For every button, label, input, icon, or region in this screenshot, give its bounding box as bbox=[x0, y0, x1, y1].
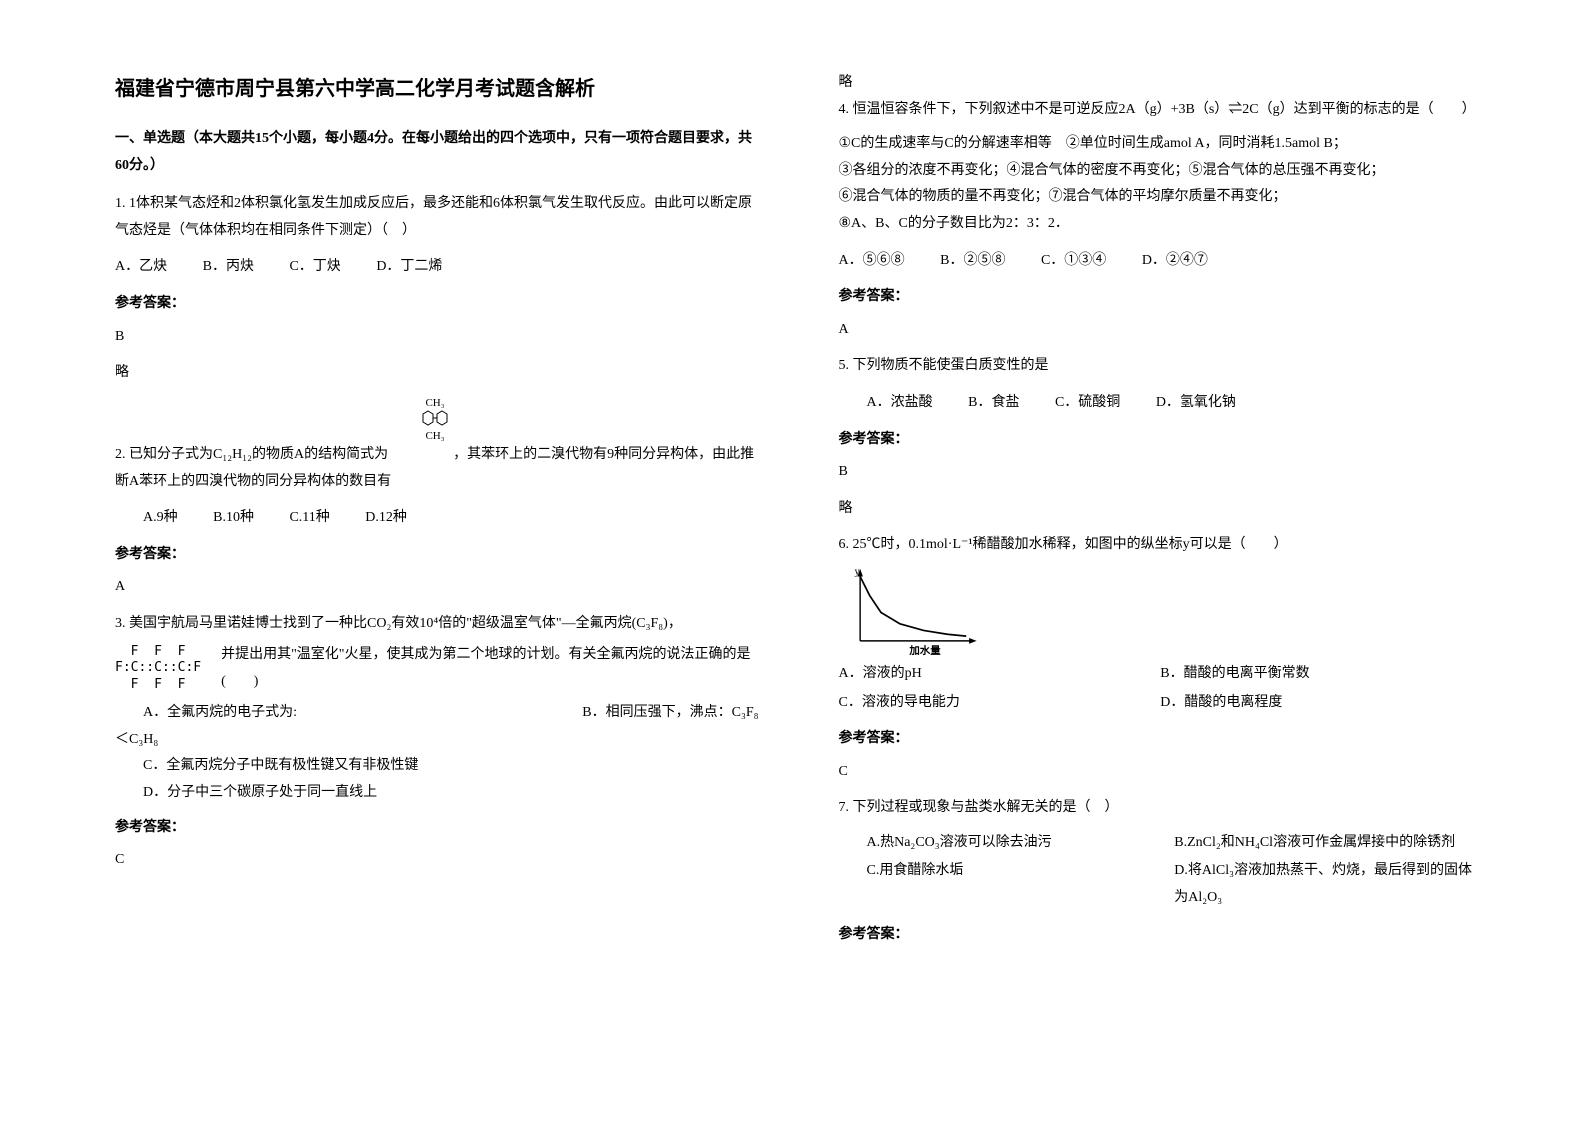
q3-opt-c: C．全氟丙烷分子中既有极性键又有非极性键 bbox=[115, 753, 759, 780]
q3-stem-b: 并提出用其"温室化"火星，使其成为第二个地球的计划。有关全氟丙烷的说法正确的是(… bbox=[221, 642, 758, 695]
q1-opt-a: A．乙炔 bbox=[115, 254, 167, 281]
q5-options: A．浓盐酸 B．食盐 C．硫酸铜 D．氢氧化钠 bbox=[839, 390, 1483, 417]
q4-opt-d: D．②④⑦ bbox=[1142, 248, 1208, 275]
q6-opt-c: C．溶液的导电能力 bbox=[839, 690, 1161, 717]
benzene-rings-icon bbox=[421, 409, 449, 427]
q3-opt-d: D．分子中三个碳原子处于同一直线上 bbox=[115, 780, 759, 807]
chart-ylabel: y bbox=[854, 567, 860, 578]
q6-options: A．溶液的pH B．醋酸的电离平衡常数 C．溶液的导电能力 D．醋酸的电离程度 bbox=[839, 661, 1483, 718]
lewis-bot: F F F bbox=[115, 677, 185, 692]
q6-opt-a: A．溶液的pH bbox=[839, 661, 1161, 688]
q2-options: A.9种 B.10种 C.11种 D.12种 bbox=[115, 505, 759, 532]
q1-ans: B bbox=[115, 324, 759, 351]
q5-brief: 略 bbox=[839, 496, 1483, 523]
q5-ans: B bbox=[839, 459, 1483, 486]
q7-opt-d: D.将AlCl₃溶液加热蒸干、灼烧，最后得到的固体为Al₂O₃ bbox=[1174, 858, 1482, 911]
q1-opt-b: B．丙炔 bbox=[203, 254, 254, 281]
q5-ans-label: 参考答案： bbox=[839, 427, 1483, 454]
benzene-structure: CH₃ CH₃ bbox=[421, 397, 449, 442]
q4-opt-a: A．⑤⑥⑧ bbox=[839, 248, 905, 275]
q2-opt-a: A.9种 bbox=[143, 505, 178, 532]
q6-stem: 6. 25℃时，0.1mol·L⁻¹稀醋酸加水稀释，如图中的纵坐标y可以是（ ） bbox=[839, 532, 1483, 559]
ch3-bot: CH₃ bbox=[421, 430, 449, 442]
section-header: 一、单选题（本大题共15个小题，每小题4分。在每小题给出的四个选项中，只有一项符… bbox=[115, 126, 759, 179]
q2-ans-label: 参考答案： bbox=[115, 542, 759, 569]
lewis-structure: F F F F:C::C::C:F F F F bbox=[115, 644, 201, 695]
q5-opt-d: D．氢氧化钠 bbox=[1156, 390, 1236, 417]
q1-options: A．乙炔 B．丙炔 C．丁炔 D．丁二烯 bbox=[115, 254, 759, 281]
ch3-top: CH₃ bbox=[421, 397, 449, 409]
q7-ans-label: 参考答案： bbox=[839, 922, 1483, 949]
q2: CH₃ CH₃ 2. 已知分子式为C₁₂H₁₂的物质A的结构简式为 ，其苯环上的… bbox=[115, 397, 759, 495]
q6-opt-d: D．醋酸的电离程度 bbox=[1160, 690, 1482, 717]
q3-opt-a: A．全氟丙烷的电子式为: bbox=[115, 700, 297, 727]
q2-ans: A bbox=[115, 574, 759, 601]
page-title: 福建省宁德市周宁县第六中学高二化学月考试题含解析 bbox=[115, 70, 759, 108]
q4-opt-b: B．②⑤⑧ bbox=[940, 248, 1005, 275]
q3-opt-b2: ＜C₃H₈ bbox=[115, 727, 759, 754]
q2-pre: 2. 已知分子式为C₁₂H₁₂的物质A的结构简式为 bbox=[115, 447, 388, 462]
q5-stem: 5. 下列物质不能使蛋白质变性的是 bbox=[839, 353, 1483, 380]
q4-l1: ①C的生成速率与C的分解速率相等 ②单位时间生成amol A，同时消耗1.5am… bbox=[839, 131, 1483, 158]
decay-chart: y 加水量 bbox=[849, 567, 984, 657]
q4-options: A．⑤⑥⑧ B．②⑤⑧ C．①③④ D．②④⑦ bbox=[839, 248, 1483, 275]
q1-stem: 1. 1体积某气态烃和2体积氯化氢发生加成反应后，最多还能和6体积氯气发生取代反… bbox=[115, 191, 759, 244]
q4-l2: ③各组分的浓度不再变化；④混合气体的密度不再变化；⑤混合气体的总压强不再变化； bbox=[839, 158, 1483, 185]
q4-ans: A bbox=[839, 317, 1483, 344]
q2-opt-b: B.10种 bbox=[213, 505, 254, 532]
q6-ans-label: 参考答案： bbox=[839, 726, 1483, 753]
q4-opt-c: C．①③④ bbox=[1041, 248, 1106, 275]
q3-ans: C bbox=[115, 847, 759, 874]
q5-opt-a: A．浓盐酸 bbox=[867, 390, 933, 417]
q2-opt-c: C.11种 bbox=[289, 505, 329, 532]
q3-ans-label: 参考答案： bbox=[115, 815, 759, 842]
q7-opt-c: C.用食醋除水垢 bbox=[867, 858, 1175, 911]
q1-opt-d: D．丁二烯 bbox=[376, 254, 442, 281]
q7-opt-b: B.ZnCl₂和NH₄Cl溶液可作金属焊接中的除锈剂 bbox=[1174, 830, 1482, 857]
q4-l3: ⑥混合气体的物质的量不再变化；⑦混合气体的平均摩尔质量不再变化； bbox=[839, 184, 1483, 211]
q4-stem: 4. 恒温恒容条件下，下列叙述中不是可逆反应2A（g）+3B（s）⇌2C（g）达… bbox=[839, 97, 1483, 124]
q7-opt-a: A.热Na₂CO₃溶液可以除去油污 bbox=[867, 830, 1175, 857]
q3-stem-a: 3. 美国宇航局马里诺娃博士找到了一种比CO₂有效10⁴倍的"超级温室气体"—全… bbox=[115, 611, 759, 638]
q6-ans: C bbox=[839, 759, 1483, 786]
q2-opt-d: D.12种 bbox=[365, 505, 407, 532]
q7-options-cd: C.用食醋除水垢 D.将AlCl₃溶液加热蒸干、灼烧，最后得到的固体为Al₂O₃ bbox=[839, 858, 1483, 913]
q1-opt-c: C．丁炔 bbox=[289, 254, 340, 281]
q5-opt-c: C．硫酸铜 bbox=[1055, 390, 1120, 417]
q3-opt-b: B．相同压强下，沸点：C₃F₈ bbox=[582, 700, 758, 727]
q7-stem: 7. 下列过程或现象与盐类水解无关的是（ ） bbox=[839, 795, 1483, 822]
q7-options-ab: A.热Na₂CO₃溶液可以除去油污 B.ZnCl₂和NH₄Cl溶液可作金属焊接中… bbox=[839, 830, 1483, 859]
chart-xlabel: 加水量 bbox=[908, 644, 941, 657]
q1-ans-label: 参考答案： bbox=[115, 291, 759, 318]
lewis-top: F F F bbox=[115, 644, 185, 659]
lewis-mid: F:C::C::C:F bbox=[115, 660, 201, 675]
q4-brief-pre: 略 bbox=[839, 70, 1483, 97]
q4-l4: ⑧A、B、C的分子数目比为2：3：2． bbox=[839, 211, 1483, 238]
q1-brief: 略 bbox=[115, 360, 759, 387]
q4-ans-label: 参考答案： bbox=[839, 284, 1483, 311]
q5-opt-b: B．食盐 bbox=[968, 390, 1019, 417]
q6-opt-b: B．醋酸的电离平衡常数 bbox=[1160, 661, 1482, 688]
